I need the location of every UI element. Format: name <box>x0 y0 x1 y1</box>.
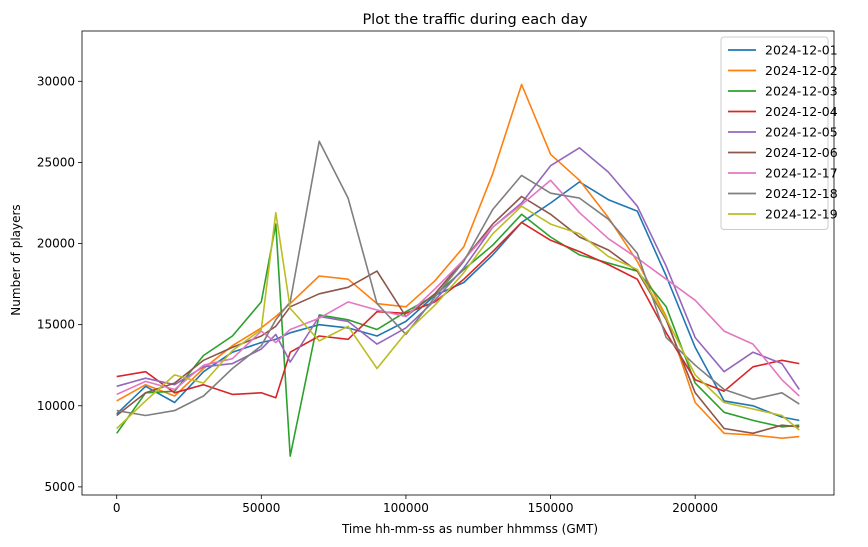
y-tick-label: 15000 <box>37 318 75 332</box>
legend-label: 2024-12-02 <box>765 63 838 78</box>
series-layer <box>116 83 800 457</box>
y-tick-label: 5000 <box>44 480 75 494</box>
legend-label: 2024-12-01 <box>765 43 838 58</box>
x-tick-label: 0 <box>113 501 121 515</box>
series-line-2024-12-17 <box>116 179 800 397</box>
series-line-2024-12-05 <box>116 147 800 390</box>
x-tick-label: 100000 <box>383 501 429 515</box>
plot-frame <box>81 30 835 496</box>
x-tick-label: 150000 <box>528 501 574 515</box>
x-tick-label: 50000 <box>242 501 280 515</box>
x-tick-label: 200000 <box>672 501 718 515</box>
legend-label: 2024-12-18 <box>765 186 838 201</box>
legend-label: 2024-12-03 <box>765 84 838 99</box>
legend-label: 2024-12-05 <box>765 125 838 140</box>
legend-label: 2024-12-04 <box>765 104 838 119</box>
series-line-2024-12-03 <box>116 213 800 457</box>
x-axis-ticks: 0 50000 100000 150000 200000 <box>113 495 718 515</box>
y-tick-label: 30000 <box>37 74 75 88</box>
x-axis-label: Time hh-mm-ss as number hhmmss (GMT) <box>341 522 598 536</box>
y-axis-label: Number of players <box>9 204 23 315</box>
legend-box <box>720 36 829 230</box>
y-axis-ticks: 5000 10000 15000 20000 25000 30000 <box>37 74 82 494</box>
legend-label: 2024-12-17 <box>765 166 838 181</box>
legend-label: 2024-12-06 <box>765 145 838 160</box>
series-line-2024-12-19 <box>116 205 800 431</box>
legend: 2024-12-01 2024-12-02 2024-12-03 2024-12-04… <box>720 36 838 230</box>
y-tick-label: 25000 <box>37 155 75 169</box>
chart-title: Plot the traffic during each day <box>362 12 588 28</box>
series-line-2024-12-02 <box>116 83 800 439</box>
series-line-2024-12-06 <box>116 195 800 435</box>
series-line-2024-12-04 <box>116 221 800 399</box>
series-line-2024-12-18 <box>116 140 800 417</box>
y-tick-label: 10000 <box>37 399 75 413</box>
y-tick-label: 20000 <box>37 237 75 251</box>
legend-label: 2024-12-19 <box>765 207 838 222</box>
